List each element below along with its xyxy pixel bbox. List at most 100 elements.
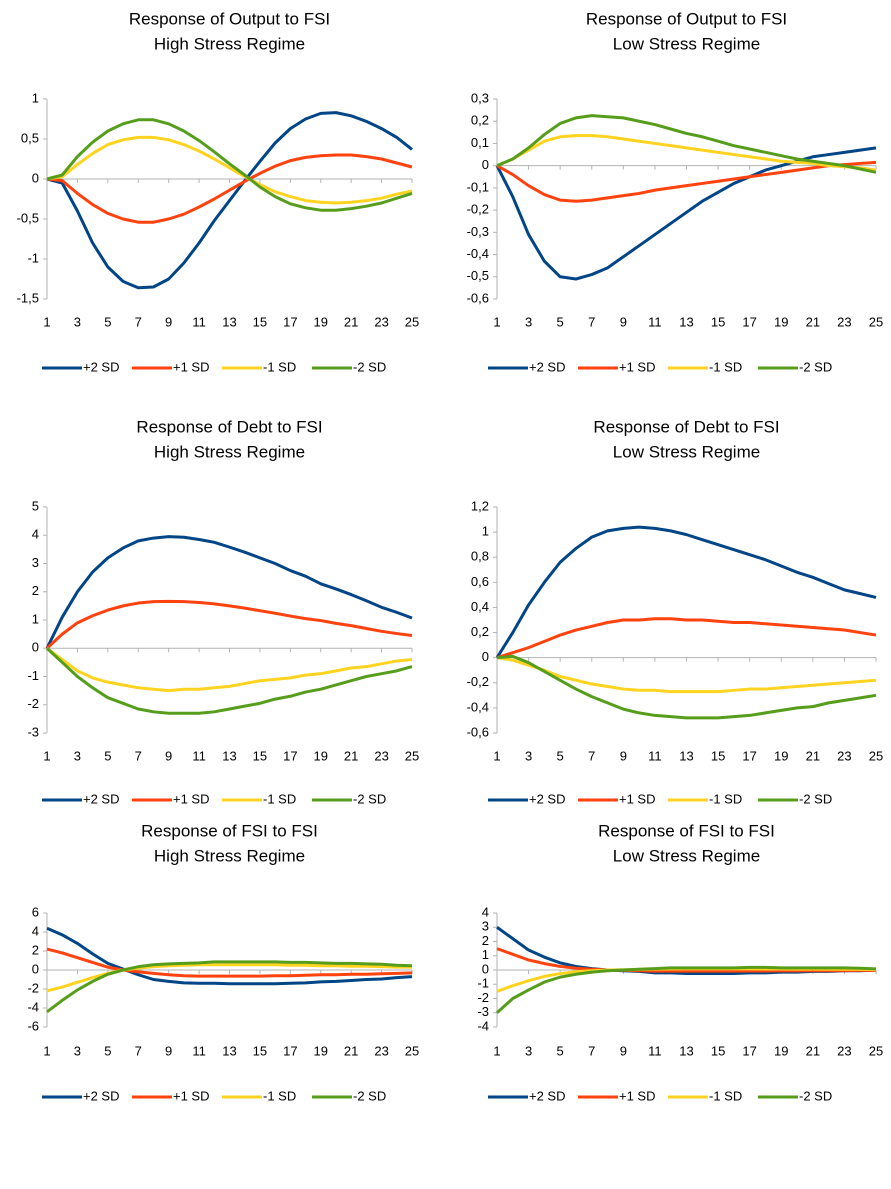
legend-label: +1 SD: [619, 1088, 656, 1103]
y-tick-label: -0,2: [467, 202, 489, 217]
x-tick-label: 1: [43, 748, 50, 763]
x-tick-label: 9: [165, 314, 172, 329]
y-tick-label: -1: [477, 976, 489, 991]
y-tick-label: 0,2: [471, 113, 489, 128]
chart-subtitle: High Stress Regime: [154, 34, 305, 53]
y-tick-label: 1: [32, 90, 39, 105]
x-tick-label: 3: [74, 1043, 81, 1058]
legend-label: +1 SD: [619, 359, 656, 374]
series-line: [496, 134, 877, 172]
x-tick-label: 19: [774, 1043, 788, 1058]
x-tick-label: 13: [222, 1043, 236, 1058]
legend-label: +2 SD: [529, 1088, 566, 1103]
x-tick-label: 7: [135, 314, 142, 329]
x-tick-label: 9: [165, 1043, 172, 1058]
x-tick-label: 21: [806, 314, 820, 329]
y-tick-label: -0,5: [467, 268, 489, 283]
series-line: [496, 656, 877, 694]
chart-subtitle: Low Stress Regime: [613, 34, 760, 53]
x-tick-label: 9: [620, 748, 627, 763]
y-tick-label: 0,5: [21, 130, 39, 145]
series-line: [46, 947, 413, 978]
x-tick-label: 25: [405, 748, 419, 763]
x-tick-label: 23: [374, 314, 388, 329]
x-tick-label: 23: [837, 748, 851, 763]
x-tick-label: 17: [742, 748, 756, 763]
chart-subtitle: High Stress Regime: [154, 442, 305, 461]
x-tick-label: 7: [588, 314, 595, 329]
legend-label: -2 SD: [353, 1088, 386, 1103]
y-tick-label: 0: [32, 170, 39, 185]
x-tick-label: 19: [774, 748, 788, 763]
legend-label: +1 SD: [173, 791, 210, 806]
x-tick-label: 5: [557, 1043, 564, 1058]
legend-label: -1 SD: [709, 791, 742, 806]
x-tick-label: 9: [620, 314, 627, 329]
y-tick-label: -0,4: [467, 699, 489, 714]
x-tick-label: 1: [493, 314, 500, 329]
x-tick-label: 13: [679, 1043, 693, 1058]
y-tick-label: 0: [482, 157, 489, 172]
legend-label: -2 SD: [799, 1088, 832, 1103]
y-tick-label: 1: [482, 947, 489, 962]
chart-subtitle: Low Stress Regime: [613, 442, 760, 461]
y-tick-label: 3: [32, 555, 39, 570]
y-tick-label: -2: [27, 980, 39, 995]
y-tick-label: 2: [482, 933, 489, 948]
y-tick-label: -0,2: [467, 674, 489, 689]
y-tick-label: 1: [32, 611, 39, 626]
series-line: [495, 146, 877, 281]
series-line: [45, 647, 413, 715]
x-tick-label: 23: [374, 1043, 388, 1058]
x-tick-label: 25: [405, 1043, 419, 1058]
x-tick-label: 19: [314, 748, 328, 763]
y-tick-label: 6: [32, 904, 39, 919]
legend-label: -1 SD: [709, 359, 742, 374]
x-tick-label: 17: [742, 1043, 756, 1058]
series-line: [46, 926, 413, 986]
legend-label: +2 SD: [529, 359, 566, 374]
x-tick-label: 3: [74, 314, 81, 329]
y-tick-label: 0,4: [471, 599, 489, 614]
chart-title: Response of Debt to FSI: [593, 417, 779, 436]
legend-label: -1 SD: [263, 791, 296, 806]
x-tick-label: 11: [648, 748, 662, 763]
x-tick-label: 13: [222, 748, 236, 763]
series-line: [46, 135, 413, 205]
y-tick-label: 3: [482, 919, 489, 934]
x-tick-label: 15: [711, 748, 725, 763]
y-tick-label: 2: [32, 583, 39, 598]
x-tick-label: 1: [43, 314, 50, 329]
x-tick-label: 21: [806, 748, 820, 763]
x-tick-label: 5: [557, 314, 564, 329]
x-tick-label: 11: [648, 314, 662, 329]
x-tick-label: 17: [283, 1043, 297, 1058]
y-tick-label: 0: [482, 649, 489, 664]
legend-label: +2 SD: [83, 1088, 120, 1103]
y-tick-label: 0,6: [471, 574, 489, 589]
y-tick-label: -4: [27, 999, 39, 1014]
y-tick-label: -0,6: [467, 724, 489, 739]
y-tick-label: -2: [27, 696, 39, 711]
x-tick-label: 7: [588, 1043, 595, 1058]
legend-label: -1 SD: [263, 1088, 296, 1103]
series-line: [496, 114, 877, 174]
y-tick-label: 5: [32, 498, 39, 513]
x-tick-label: 17: [283, 748, 297, 763]
x-tick-label: 11: [192, 1043, 206, 1058]
x-tick-label: 25: [405, 314, 419, 329]
series-line: [496, 947, 876, 973]
x-tick-label: 21: [344, 748, 358, 763]
y-tick-label: 4: [32, 527, 39, 542]
chart-subtitle: High Stress Regime: [154, 846, 305, 865]
series-line: [46, 111, 413, 290]
x-tick-label: 19: [314, 314, 328, 329]
x-tick-label: 7: [588, 748, 595, 763]
x-tick-label: 9: [165, 748, 172, 763]
x-tick-label: 7: [135, 1043, 142, 1058]
x-tick-label: 15: [253, 314, 267, 329]
x-tick-label: 17: [742, 314, 756, 329]
x-tick-label: 23: [837, 1043, 851, 1058]
y-tick-label: 0: [32, 640, 39, 655]
x-tick-label: 19: [774, 314, 788, 329]
